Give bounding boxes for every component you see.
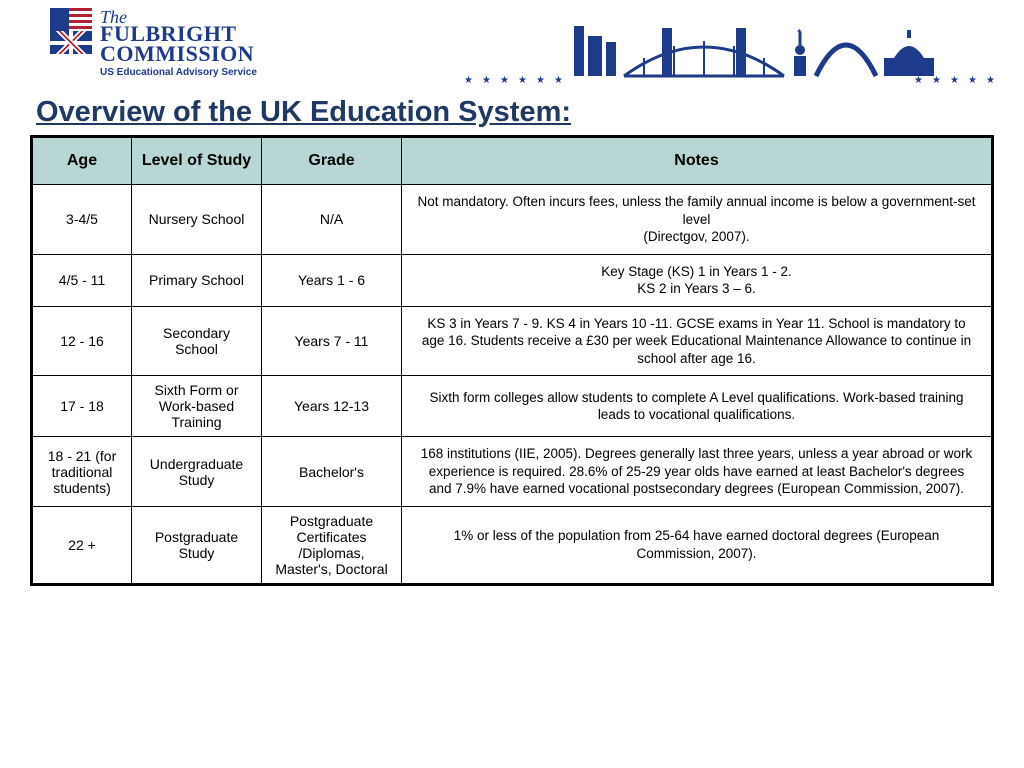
table-row: 4/5 - 11Primary SchoolYears 1 - 6Key Sta… — [32, 254, 993, 306]
logo-sub: US Educational Advisory Service — [100, 68, 257, 78]
flag-icon — [50, 8, 92, 54]
cell-level: Primary School — [132, 254, 262, 306]
header: The FULBRIGHT COMMISSION US Educational … — [0, 0, 1024, 92]
cell-grade: N/A — [262, 185, 402, 255]
education-table: Age Level of Study Grade Notes 3-4/5Nurs… — [30, 135, 994, 586]
fulbright-logo: The FULBRIGHT COMMISSION US Educational … — [50, 8, 257, 78]
svg-text:★: ★ — [986, 75, 995, 86]
svg-text:★: ★ — [518, 75, 527, 86]
cell-level: Nursery School — [132, 185, 262, 255]
cell-age: 4/5 - 11 — [32, 254, 132, 306]
cell-notes: Key Stage (KS) 1 in Years 1 - 2.KS 2 in … — [402, 254, 993, 306]
cell-age: 12 - 16 — [32, 306, 132, 376]
cell-age: 17 - 18 — [32, 376, 132, 437]
cell-grade: Postgraduate Certificates /Diplomas, Mas… — [262, 507, 402, 585]
svg-text:★: ★ — [536, 75, 545, 86]
cell-age: 22 + — [32, 507, 132, 585]
col-notes: Notes — [402, 137, 993, 185]
col-age: Age — [32, 137, 132, 185]
cell-level: Undergraduate Study — [132, 437, 262, 507]
table-header-row: Age Level of Study Grade Notes — [32, 137, 993, 185]
svg-text:★: ★ — [950, 75, 959, 86]
table-row: 22 +Postgraduate StudyPostgraduate Certi… — [32, 507, 993, 585]
table-row: 17 - 18Sixth Form or Work-based Training… — [32, 376, 993, 437]
col-level: Level of Study — [132, 137, 262, 185]
cell-grade: Years 12-13 — [262, 376, 402, 437]
svg-text:★: ★ — [932, 75, 941, 86]
table-row: 3-4/5Nursery SchoolN/ANot mandatory. Oft… — [32, 185, 993, 255]
cell-age: 3-4/5 — [32, 185, 132, 255]
table-container: Age Level of Study Grade Notes 3-4/5Nurs… — [0, 135, 1024, 586]
cell-notes: KS 3 in Years 7 - 9. KS 4 in Years 10 -1… — [402, 306, 993, 376]
table-row: 12 - 16Secondary SchoolYears 7 - 11KS 3 … — [32, 306, 993, 376]
cell-grade: Years 7 - 11 — [262, 306, 402, 376]
svg-text:★: ★ — [500, 75, 509, 86]
cell-grade: Bachelor's — [262, 437, 402, 507]
cell-notes: Not mandatory. Often incurs fees, unless… — [402, 185, 993, 255]
svg-text:✦: ✦ — [796, 27, 803, 36]
cell-level: Postgraduate Study — [132, 507, 262, 585]
table-row: 18 - 21 (for traditional students)Underg… — [32, 437, 993, 507]
logo-text: The FULBRIGHT COMMISSION US Educational … — [100, 8, 257, 78]
svg-text:★: ★ — [968, 75, 977, 86]
cell-notes: 1% or less of the population from 25-64 … — [402, 507, 993, 585]
cell-level: Secondary School — [132, 306, 262, 376]
cell-level: Sixth Form or Work-based Training — [132, 376, 262, 437]
cell-notes: Sixth form colleges allow students to co… — [402, 376, 993, 437]
skyline-icon: ★ ★ ★ ★ ★ ★ ★ ★ ★ ★ ★ — [464, 8, 1004, 88]
logo-line2: COMMISSION — [100, 44, 257, 64]
cell-age: 18 - 21 (for traditional students) — [32, 437, 132, 507]
col-grade: Grade — [262, 137, 402, 185]
svg-text:★: ★ — [482, 75, 491, 86]
page-title: Overview of the UK Education System: — [0, 92, 1024, 135]
svg-text:★: ★ — [554, 75, 563, 86]
svg-text:★: ★ — [464, 75, 473, 86]
cell-grade: Years 1 - 6 — [262, 254, 402, 306]
svg-text:★: ★ — [914, 75, 923, 86]
cell-notes: 168 institutions (IIE, 2005). Degrees ge… — [402, 437, 993, 507]
